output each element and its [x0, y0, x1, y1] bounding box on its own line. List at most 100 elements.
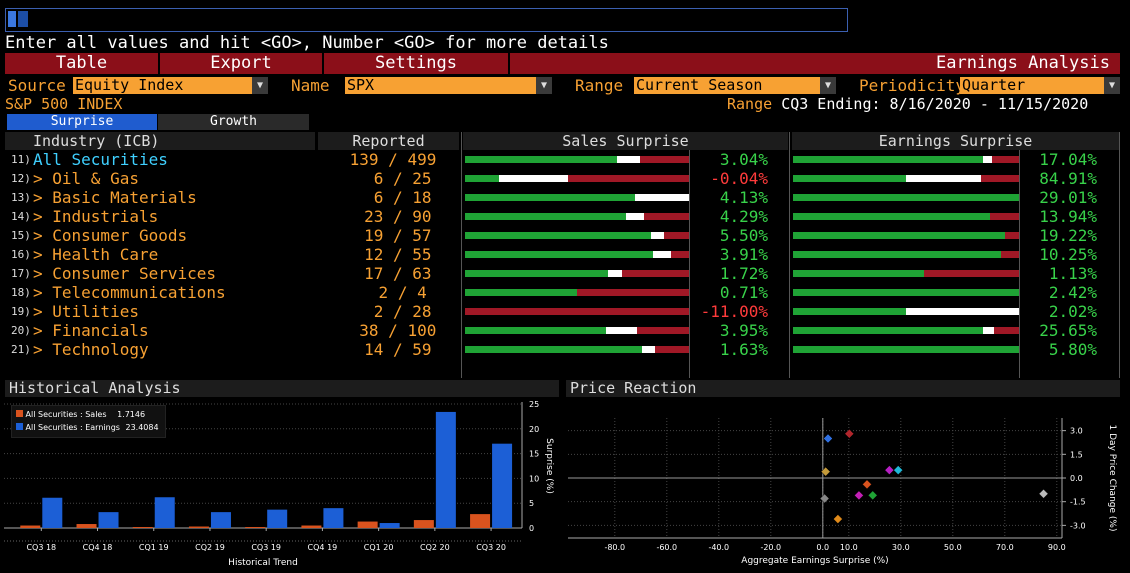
table-row[interactable]: 11) All Securities 139 / 499 3.04% 17.04%	[5, 150, 1120, 169]
historical-legend: All Securities : Sales 1.7146 All Securi…	[11, 405, 166, 438]
sales-surprise-value: 4.29%	[719, 207, 768, 226]
earnings-bar	[210, 512, 231, 528]
industry-name[interactable]: > Consumer Services	[33, 264, 217, 283]
table-row[interactable]: 20) > Financials 38 / 100 3.95% 25.65%	[5, 321, 1120, 340]
column-divider	[1119, 132, 1120, 378]
earnings-surprise-value: 1.13%	[1048, 264, 1097, 283]
industry-name[interactable]: > Telecommunications	[33, 283, 226, 302]
sales-bar	[357, 521, 378, 528]
x-tick-label: -40.0	[708, 543, 729, 552]
table-row[interactable]: 14) > Industrials 23 / 90 4.29% 13.94%	[5, 207, 1120, 226]
column-divider	[1019, 150, 1020, 378]
earnings-surprise-bar-segment	[982, 156, 992, 163]
range-dropdown-chevron-icon[interactable]: ▼	[820, 77, 836, 94]
reported-column-header[interactable]: Reported	[318, 132, 459, 150]
industry-column-header[interactable]: Industry (ICB)	[5, 132, 315, 150]
sales-surprise-bar-segment	[577, 289, 689, 296]
sales-surprise-bar-segment	[637, 327, 689, 334]
row-number: 11)	[11, 153, 31, 166]
earnings-surprise-value: 29.01%	[1039, 188, 1097, 207]
industry-name[interactable]: > Health Care	[33, 245, 159, 264]
tab-surprise[interactable]: Surprise	[7, 114, 157, 130]
legend-item-earnings: All Securities : Earnings 23.4084	[16, 421, 159, 434]
industry-name[interactable]: > Utilities	[33, 302, 139, 321]
y-tick-label: 3.0	[1070, 427, 1083, 436]
sales-surprise-bar-segment	[465, 346, 642, 353]
x-tick-label: CQ4 18	[83, 543, 113, 552]
earnings-surprise-bar-segment	[793, 346, 1019, 353]
reported-count: 12 / 55	[354, 245, 432, 264]
name-dropdown-chevron-icon[interactable]: ▼	[536, 77, 552, 94]
sales-surprise-bar-segment	[465, 308, 689, 315]
row-number: 14)	[11, 210, 31, 223]
x-tick-label: CQ2 19	[195, 543, 225, 552]
table-row[interactable]: 18) > Telecommunications 2 / 4 0.71% 2.42%	[5, 283, 1120, 302]
row-number: 12)	[11, 172, 31, 185]
reported-count: 6 / 18	[354, 188, 432, 207]
x-tick-label: CQ4 19	[308, 543, 338, 552]
table-row[interactable]: 15) > Consumer Goods 19 / 57 5.50% 19.22%	[5, 226, 1120, 245]
y-tick-label: -1.5	[1070, 498, 1086, 507]
command-line-input[interactable]	[5, 8, 848, 32]
industry-name[interactable]: All Securities	[33, 150, 168, 169]
y-tick-label: 0	[529, 524, 534, 533]
cursor-block-icon	[18, 11, 28, 27]
industry-name[interactable]: > Oil & Gas	[33, 169, 139, 188]
range-info: Range CQ3 Ending: 8/16/2020 - 11/15/2020	[727, 95, 1088, 113]
table-row[interactable]: 13) > Basic Materials 6 / 18 4.13% 29.01%	[5, 188, 1120, 207]
scatter-point	[867, 490, 878, 501]
earnings-surprise-bar-segment	[793, 289, 1019, 296]
source-dropdown-chevron-icon[interactable]: ▼	[252, 77, 268, 94]
periodicity-dropdown-chevron-icon[interactable]: ▼	[1104, 77, 1120, 94]
range-field[interactable]: Current Season	[634, 77, 820, 94]
sales-surprise-bar-segment	[465, 232, 651, 239]
table-row[interactable]: 16) > Health Care 12 / 55 3.91% 10.25%	[5, 245, 1120, 264]
range-label: Range	[575, 76, 624, 95]
row-number: 13)	[11, 191, 31, 204]
scatter-point	[819, 493, 830, 504]
sales-bar	[470, 514, 491, 528]
tab-growth[interactable]: Growth	[158, 114, 309, 130]
industry-name[interactable]: > Industrials	[33, 207, 159, 226]
x-tick-label: 30.0	[892, 543, 910, 552]
legend-label-earnings: All Securities : Earnings	[25, 423, 120, 432]
y-tick-label: 25	[529, 400, 539, 409]
earnings-surprise-bar-segment	[793, 327, 983, 334]
name-field[interactable]: SPX	[345, 77, 536, 94]
range-info-value: CQ3 Ending: 8/16/2020 - 11/15/2020	[781, 95, 1089, 113]
earnings-surprise-bar-segment	[793, 308, 906, 315]
earnings-surprise-bar-segment	[982, 327, 995, 334]
sales-surprise-value: -0.04%	[710, 169, 768, 188]
reported-count: 14 / 59	[354, 340, 432, 359]
table-row[interactable]: 17) > Consumer Services 17 / 63 1.72% 1.13%	[5, 264, 1120, 283]
reported-count: 19 / 57	[354, 226, 432, 245]
y-tick-label: 20	[529, 425, 539, 434]
periodicity-field[interactable]: Quarter	[960, 77, 1104, 94]
table-menu-button[interactable]: Table	[5, 53, 160, 74]
row-number: 16)	[11, 248, 31, 261]
source-field[interactable]: Equity Index	[73, 77, 252, 94]
earnings-bar	[42, 497, 63, 528]
reported-count: 2 / 28	[354, 302, 432, 321]
column-divider	[789, 132, 790, 378]
export-menu-button[interactable]: Export	[160, 53, 324, 74]
industry-name[interactable]: > Technology	[33, 340, 149, 359]
historical-chart: 0 5 10 15 20 25 Surprise (%) CQ3 18 CQ4 18 CQ1 19…	[4, 400, 554, 568]
price-reaction-header: Price Reaction	[566, 380, 1120, 397]
sales-surprise-column-header[interactable]: Sales Surprise	[463, 132, 788, 150]
x-axis-label: Aggregate Earnings Surprise (%)	[741, 556, 888, 566]
earnings-surprise-column-header[interactable]: Earnings Surprise	[792, 132, 1119, 150]
table-row[interactable]: 12) > Oil & Gas 6 / 25 -0.04% 84.91%	[5, 169, 1120, 188]
x-tick-label: CQ3 19	[251, 543, 281, 552]
table-row[interactable]: 21) > Technology 14 / 59 1.63% 5.80%	[5, 340, 1120, 359]
source-label: Source	[8, 76, 66, 95]
industry-name[interactable]: > Financials	[33, 321, 149, 340]
industry-name[interactable]: > Basic Materials	[33, 188, 197, 207]
sales-surprise-value: 3.91%	[719, 245, 768, 264]
earnings-surprise-bar-segment	[994, 327, 1019, 334]
settings-menu-button[interactable]: Settings	[324, 53, 510, 74]
industry-name[interactable]: > Consumer Goods	[33, 226, 188, 245]
column-divider	[689, 150, 690, 378]
table-row[interactable]: 19) > Utilities 2 / 28 -11.00% 2.02%	[5, 302, 1120, 321]
earnings-bar	[154, 497, 175, 528]
